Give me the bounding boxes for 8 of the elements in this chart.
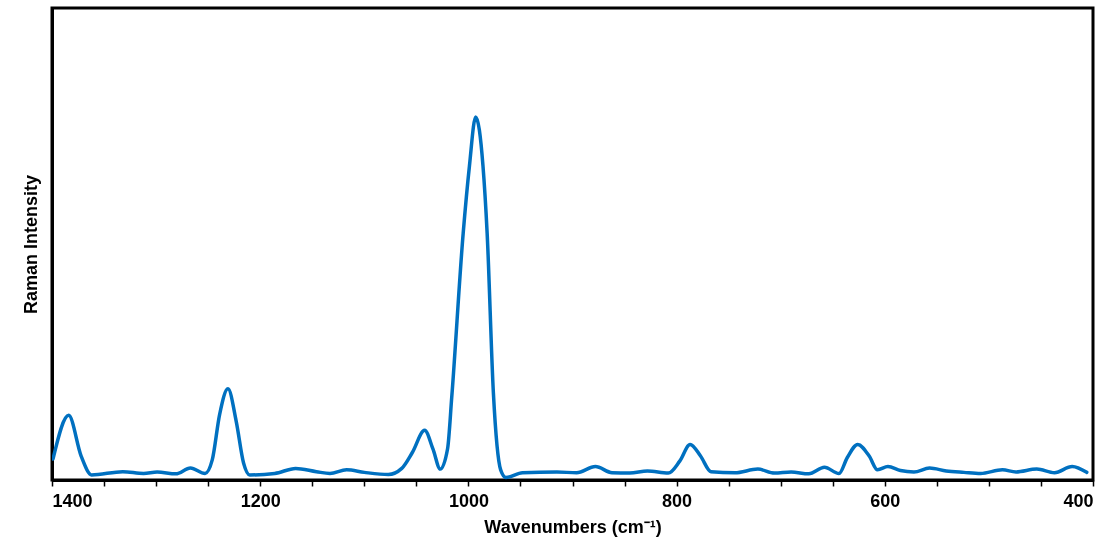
x-tick-label: 600 bbox=[870, 490, 901, 511]
x-tick-label: 1000 bbox=[448, 490, 489, 511]
x-tick-label: 800 bbox=[662, 490, 693, 511]
x-tick-label: 1200 bbox=[240, 490, 281, 511]
x-axis-title: Wavenumbers (cm⁻¹) bbox=[484, 516, 662, 537]
y-axis-title: Raman Intensity bbox=[20, 174, 41, 315]
x-tick-label: 1400 bbox=[52, 490, 93, 511]
x-tick-label: 400 bbox=[1063, 490, 1094, 511]
